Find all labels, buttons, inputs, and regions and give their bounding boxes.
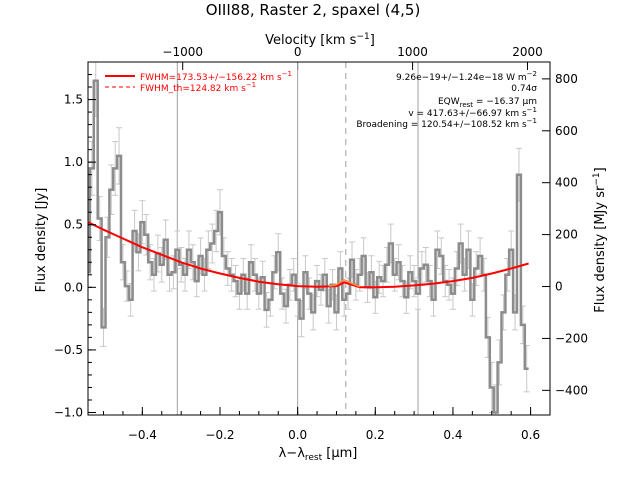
legend-label-fit-text: FWHM=173.53+/−156.22 km s	[140, 73, 282, 83]
x-axis-ticks: −0.4 −0.2 0.0 0.2 0.4 0.6	[103, 407, 540, 442]
y-axis-label-left: Flux density [Jy]	[34, 188, 49, 293]
y-tick-label: −0.5	[54, 343, 83, 357]
annotation-eqw-text: EQW	[438, 97, 460, 107]
y-tick-label: 0.0	[64, 280, 83, 294]
chart-title: OIII88, Raster 2, spaxel (4,5)	[206, 1, 421, 19]
annotation-significance: 0.74σ	[511, 84, 537, 94]
top-tick-label: 0	[294, 45, 302, 59]
annotation-flux: 9.26e−19+/−1.24e−18 W m−2	[396, 70, 537, 83]
right-tick-label: 0	[555, 280, 563, 294]
annotation-flux-sup: −2	[527, 70, 537, 78]
annotation-eqw-sub: rest	[460, 101, 474, 109]
y-axis-label-right-sup: −1	[592, 172, 602, 185]
annotation-broadening-sup: −1	[527, 117, 537, 125]
annotation-velocity: v = 417.63+/−66.97 km s−1	[408, 106, 537, 119]
top-axis-label-end: ]	[370, 33, 375, 48]
data-series	[88, 79, 529, 414]
annotation-flux-text: 9.26e−19+/−1.24e−18 W m	[396, 73, 527, 83]
legend-label-thermal: FWHM_th=124.82 km s−1	[140, 81, 256, 94]
plot-frame	[87, 61, 551, 416]
y-tick-label: 1.0	[64, 155, 83, 169]
y-axis-label-right: Flux density [MJy sr−1]	[592, 167, 608, 312]
y-axis-ticks: −1.0 −0.5 0.0 0.5 1.0 1.5	[54, 74, 96, 419]
annotation-velocity-sup: −1	[527, 106, 537, 114]
x-axis-label-sub: rest	[305, 453, 323, 463]
right-tick-label: −400	[555, 383, 588, 397]
x-tick-label: 0.6	[521, 428, 540, 442]
legend-label-thermal-sup: −1	[246, 81, 256, 89]
x-axis-label: λ−λrest [μm]	[279, 446, 358, 463]
top-tick-label: 1000	[397, 45, 428, 59]
top-axis-ticks: −1000 0 1000 2000	[162, 45, 543, 70]
right-axis-ticks: −400 −200 0 200 400 600 800	[542, 72, 588, 397]
annotation-velocity-text: v = 417.63+/−66.97 km s	[408, 109, 527, 119]
y-tick-label: 0.5	[64, 218, 83, 232]
legend-label-fit-sup: −1	[282, 70, 292, 78]
top-tick-label: 2000	[512, 45, 543, 59]
fit-annotations: 9.26e−19+/−1.24e−18 W m−2 0.74σ EQWrest …	[356, 70, 537, 130]
x-tick-label: 0.0	[288, 428, 307, 442]
line-component	[328, 278, 361, 288]
x-tick-label: 0.4	[443, 428, 462, 442]
annotation-eqw: EQWrest = −16.37 μm	[438, 97, 537, 109]
x-axis-label-text: λ−λ	[279, 446, 306, 461]
y-tick-label: 1.5	[64, 93, 83, 107]
right-tick-label: 800	[555, 72, 578, 86]
x-tick-label: 0.2	[366, 428, 385, 442]
right-tick-label: 400	[555, 176, 578, 190]
right-tick-label: −200	[555, 331, 588, 345]
legend-label-thermal-text: FWHM_th=124.82 km s	[140, 84, 246, 94]
legend-label-fit: FWHM=173.53+/−156.22 km s−1	[140, 70, 292, 83]
y-axis-label-right-text: Flux density [MJy sr	[593, 185, 608, 313]
top-axis-label-text: Velocity [km s	[265, 33, 357, 48]
x-tick-label: −0.4	[128, 428, 157, 442]
annotation-broadening: Broadening = 120.54+/−108.52 km s−1	[356, 117, 537, 130]
right-tick-label: 600	[555, 124, 578, 138]
right-tick-label: 200	[555, 228, 578, 242]
data-step-line	[88, 79, 529, 414]
top-tick-label: −1000	[162, 45, 203, 59]
top-axis-label-sup: −1	[356, 32, 369, 42]
fit-line	[88, 221, 529, 289]
annotation-broadening-text: Broadening = 120.54+/−108.52 km s	[356, 120, 527, 130]
top-axis-label: Velocity [km s−1]	[265, 32, 375, 48]
x-tick-label: −0.2	[205, 428, 234, 442]
legend: FWHM=173.53+/−156.22 km s−1 FWHM_th=124.…	[105, 70, 292, 94]
y-tick-label: −1.0	[54, 405, 83, 419]
x-axis-label-unit: [μm]	[322, 446, 357, 461]
y-axis-label-right-end: ]	[593, 167, 608, 172]
annotation-eqw-value: = −16.37 μm	[473, 97, 537, 107]
